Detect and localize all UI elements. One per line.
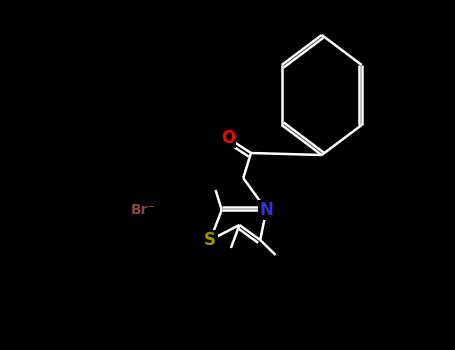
- Text: O: O: [221, 129, 235, 147]
- Text: Br⁻: Br⁻: [131, 203, 156, 217]
- Text: N: N: [259, 201, 273, 219]
- Text: S: S: [204, 231, 216, 249]
